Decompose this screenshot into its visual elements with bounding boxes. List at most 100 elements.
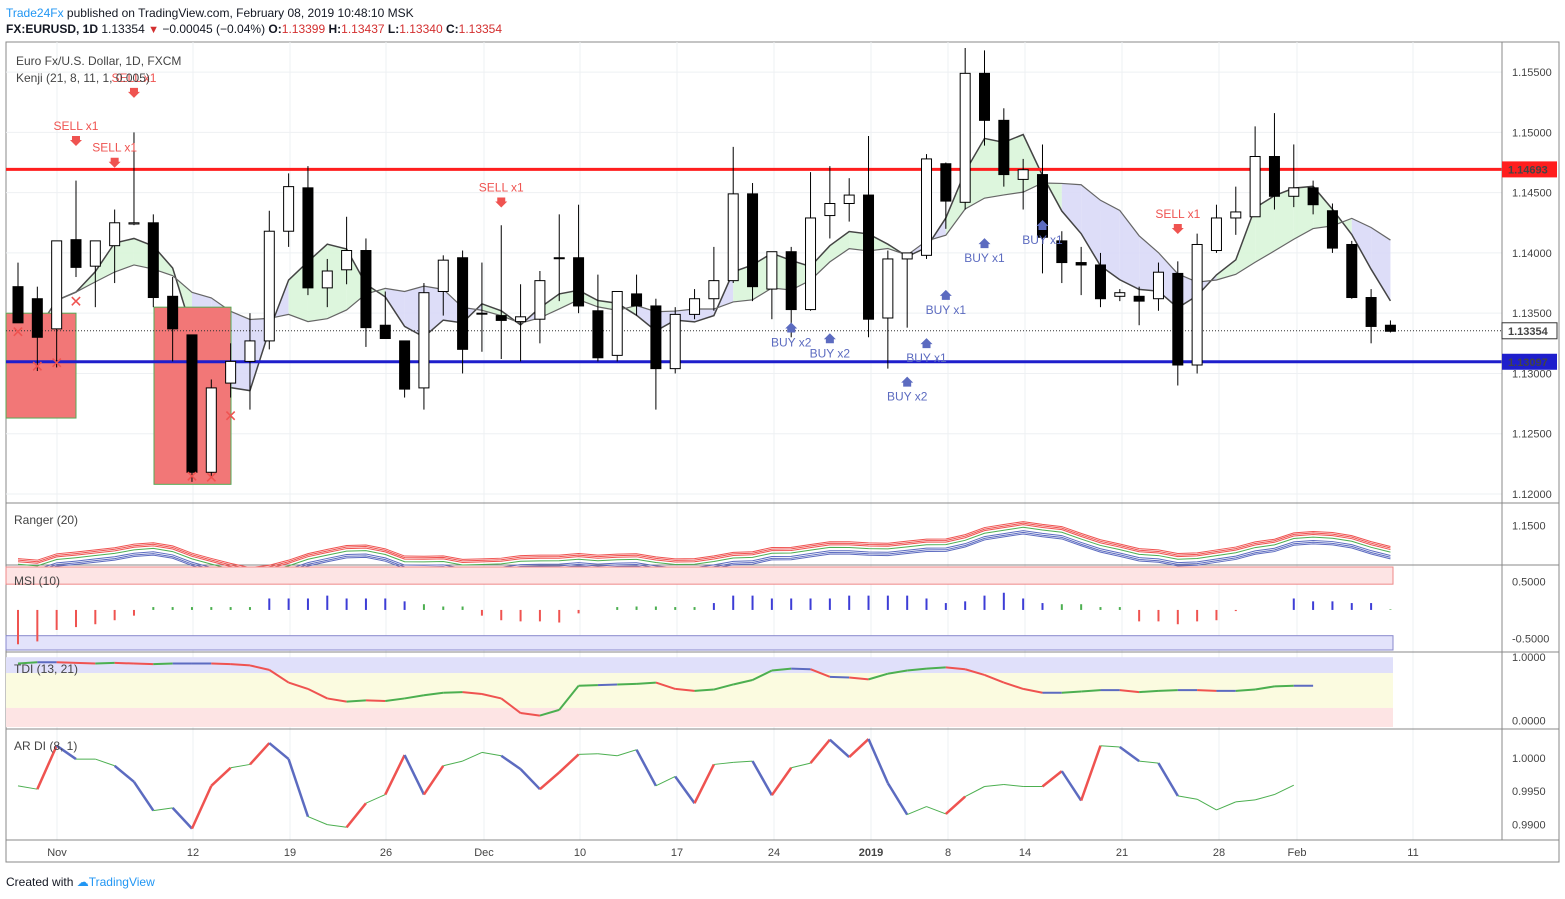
candle-body <box>1094 264 1106 300</box>
price-tick-label: 1.12500 <box>1512 429 1552 441</box>
support-tag <box>1502 353 1557 370</box>
tdi-line-segment <box>907 667 927 672</box>
time-tick-label: 12 <box>187 847 199 859</box>
ardi-line-segment <box>171 807 193 830</box>
cross-marker-icon: ✕ <box>11 322 24 341</box>
ardi-line-segment <box>1196 798 1217 811</box>
candle <box>147 214 159 308</box>
tdi-line-segment <box>1081 689 1101 693</box>
ardi-line-segment <box>403 754 426 796</box>
low-label: L: <box>387 22 400 36</box>
price-tick-label: 1.15000 <box>1512 127 1552 139</box>
candle-body <box>225 360 237 384</box>
open-label: O: <box>268 22 282 36</box>
price-tick-label: 1.14000 <box>1512 248 1552 260</box>
ardi-line-segment <box>153 807 173 812</box>
tdi-line-segment <box>1139 689 1159 694</box>
candle <box>1017 158 1029 210</box>
tdi-line-segment <box>868 672 889 681</box>
candle <box>283 173 295 247</box>
low-value: 1.13340 <box>399 22 443 36</box>
kenji-cloud <box>1235 207 1256 275</box>
buy-signal: BUY x1 <box>906 338 947 365</box>
ardi-line-segment <box>906 806 927 816</box>
ardi-line-segment <box>674 775 696 804</box>
close-value: 1.13354 <box>458 22 503 36</box>
kenji-cloud <box>481 303 502 316</box>
tdi-line-segment <box>500 697 522 714</box>
candle-body <box>1075 262 1087 266</box>
candle-body <box>611 290 623 356</box>
candle <box>437 255 449 316</box>
tdi-line-segment <box>1235 688 1256 692</box>
candle-body <box>321 270 333 289</box>
price-axis[interactable]: 1.15500 1.15000 1.14500 1.14000 1.13500 1.130… <box>1501 42 1558 840</box>
ardi-line-segment <box>249 742 271 766</box>
ardi-line-segment <box>307 816 328 826</box>
tdi-line-segment <box>211 662 231 666</box>
candle-body <box>998 119 1010 176</box>
tdi-line-segment <box>732 679 753 686</box>
candle <box>1075 246 1087 296</box>
candle <box>321 258 333 308</box>
ardi-line-segment <box>945 795 967 815</box>
ardi-line-segment <box>462 751 483 762</box>
sub-panes[interactable] <box>5 502 1559 830</box>
ardi-line-segment <box>558 753 580 774</box>
tdi-line-segment <box>713 683 734 691</box>
signal-label: BUY x1 <box>906 351 947 365</box>
candle <box>51 240 63 368</box>
ardi-line-segment <box>984 784 1004 788</box>
main-pane[interactable]: ✕ ✕ ✕ ✕ ✕ ✕ ✕ SELL x1 SELL x1 SELL x1 SELL x1 SELL … <box>5 48 1502 487</box>
candle <box>747 183 759 302</box>
candle-body <box>1346 243 1358 299</box>
time-tick-label: Nov <box>47 847 67 859</box>
tdi-line-segment <box>771 667 792 672</box>
tdi-line-segment <box>133 662 154 666</box>
tdi-line-segment <box>520 712 541 717</box>
candle-body <box>399 340 411 390</box>
last-price: 1.13354 <box>101 22 145 36</box>
candle <box>1346 240 1358 299</box>
time-tick-label: 14 <box>1019 847 1031 859</box>
signal-label: SELL x1 <box>479 181 524 195</box>
candle-body <box>12 286 24 324</box>
tdi-line-segment <box>1197 689 1217 692</box>
publisher-header: Trade24Fx published on TradingView.com, … <box>6 5 414 22</box>
signal-label: BUY x2 <box>887 390 928 404</box>
candle <box>302 166 314 296</box>
time-tick-label: 8 <box>945 847 951 859</box>
candle-body <box>553 257 565 260</box>
tdi-line-segment <box>462 691 483 695</box>
candle <box>244 313 256 410</box>
time-tick-label: 10 <box>574 847 586 859</box>
candle-body <box>1172 272 1184 366</box>
candle-body <box>1152 271 1164 300</box>
candle <box>1365 289 1377 344</box>
ardi-line-segment <box>1119 746 1140 763</box>
tdi-line-segment <box>95 661 115 665</box>
ardi-line-segment <box>365 794 386 804</box>
candle <box>1249 126 1261 218</box>
kenji-cloud <box>1351 218 1372 270</box>
ranger-tick-label: 1.1500 <box>1512 521 1546 533</box>
time-axis[interactable]: Nov 12 19 26 Dec 10 17 24 2019 8 14 21 28 Feb 11 <box>6 839 1559 859</box>
down-arrow-icon <box>495 197 508 208</box>
candle <box>631 274 643 316</box>
brand-link[interactable]: Trade24Fx <box>6 6 64 20</box>
candle-body <box>747 193 759 288</box>
candle <box>611 290 623 362</box>
tdi-line-segment <box>1022 687 1043 694</box>
candle-body <box>418 292 430 389</box>
candle-body <box>495 315 507 321</box>
candle <box>457 250 469 374</box>
ardi-line-segment <box>327 824 347 828</box>
buy-signal: BUY x2 <box>810 333 850 360</box>
tradingview-link[interactable]: TradingView <box>88 875 155 889</box>
candle-body <box>1326 210 1338 249</box>
ardi-line-segment <box>1139 760 1159 764</box>
candle <box>1056 231 1068 284</box>
down-arrow-icon <box>108 157 121 168</box>
ardi-line-segment <box>791 762 811 769</box>
